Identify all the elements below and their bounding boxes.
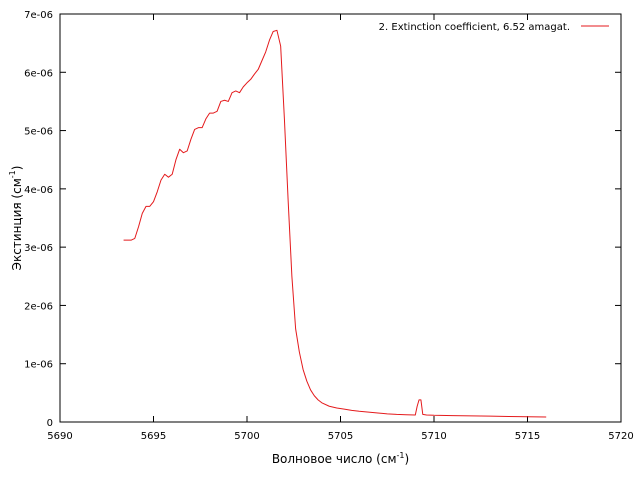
x-tick-label: 5720 — [608, 431, 633, 442]
y-tick-label: 7e-06 — [24, 10, 53, 21]
x-tick-label: 5705 — [328, 431, 353, 442]
x-axis-title: Волновое число (см-1) — [272, 451, 409, 466]
series-layer — [123, 29, 547, 418]
y-tick-label: 5e-06 — [24, 127, 53, 138]
y-axis-title-sup: -1 — [8, 170, 17, 178]
plot-frame — [59, 13, 622, 423]
x-axis-title-sup: -1 — [397, 451, 405, 460]
legend-label: 2. Extinction coefficient, 6.52 amagat. — [379, 22, 570, 33]
x-tick-label: 5700 — [234, 431, 259, 442]
y-tick-label: 0 — [47, 418, 53, 429]
y-tick-label: 4e-06 — [24, 185, 53, 196]
x-tick-label: 5695 — [141, 431, 166, 442]
y-tick-label: 1e-06 — [24, 360, 53, 371]
x-axis-title-main: Волновое число (см — [272, 452, 397, 466]
legend: 2. Extinction coefficient, 6.52 amagat. — [379, 22, 609, 33]
x-tick-label: 5690 — [47, 431, 72, 442]
y-tick-label: 3e-06 — [24, 243, 53, 254]
x-tick-label: 5715 — [515, 431, 540, 442]
x-tick-label: 5710 — [421, 431, 446, 442]
x-axis-title-tail: ) — [404, 452, 409, 466]
series-line — [123, 29, 547, 418]
ticks-layer: 5690 5695 5700 5705 5710 5715 5720 0 1e-06 2e-06 3… — [24, 10, 634, 442]
y-axis-title-tail: ) — [10, 166, 24, 171]
y-axis-title-main: Экстинция (см — [10, 178, 24, 270]
y-axis-title: Экстинция (см-1) — [8, 166, 24, 271]
y-tick-label: 6e-06 — [24, 68, 53, 79]
y-tick-label: 2e-06 — [24, 301, 53, 312]
